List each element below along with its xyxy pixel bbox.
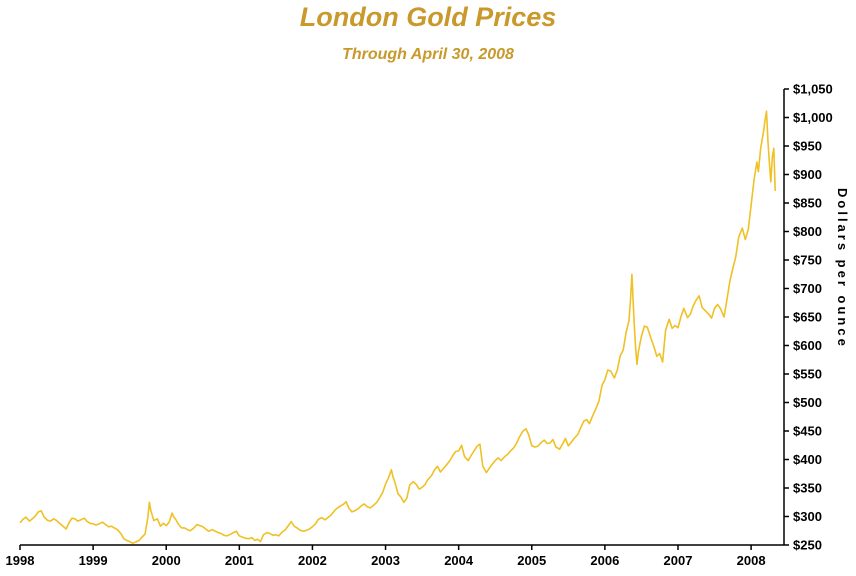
y-tick-label: $1,050 bbox=[793, 82, 833, 97]
y-tick-label: $400 bbox=[793, 452, 822, 467]
x-tick-label: 1998 bbox=[6, 553, 35, 568]
y-tick-label: $900 bbox=[793, 167, 822, 182]
y-tick-label: $700 bbox=[793, 281, 822, 296]
y-tick-label: $850 bbox=[793, 196, 822, 211]
y-tick-label: $500 bbox=[793, 395, 822, 410]
x-tick-label: 2004 bbox=[444, 553, 474, 568]
y-tick-label: $600 bbox=[793, 338, 822, 353]
y-tick-label: $550 bbox=[793, 367, 822, 382]
y-tick-label: $350 bbox=[793, 481, 822, 496]
x-tick-label: 2003 bbox=[371, 553, 400, 568]
y-tick-label: $450 bbox=[793, 424, 822, 439]
y-axis-title: Dollars per ounce bbox=[835, 188, 850, 349]
chart-subtitle: Through April 30, 2008 bbox=[342, 46, 514, 63]
y-tick-label: $1,000 bbox=[793, 110, 833, 125]
gold-price-line bbox=[19, 110, 776, 545]
y-tick-label: $800 bbox=[793, 224, 822, 239]
y-tick-label: $650 bbox=[793, 310, 822, 325]
x-tick-label: 2000 bbox=[152, 553, 181, 568]
x-tick-label: 2001 bbox=[225, 553, 254, 568]
y-tick-label: $750 bbox=[793, 253, 822, 268]
chart-title: London Gold Prices bbox=[299, 2, 557, 32]
x-tick-label: 2006 bbox=[590, 553, 619, 568]
x-tick-label: 2008 bbox=[737, 553, 766, 568]
x-tick-label: 1999 bbox=[79, 553, 108, 568]
y-tick-label: $950 bbox=[793, 139, 822, 154]
x-tick-label: 2005 bbox=[517, 553, 546, 568]
x-tick-label: 2007 bbox=[664, 553, 693, 568]
y-tick-label: $250 bbox=[793, 538, 822, 553]
y-tick-label: $300 bbox=[793, 509, 822, 524]
x-tick-label: 2002 bbox=[298, 553, 327, 568]
